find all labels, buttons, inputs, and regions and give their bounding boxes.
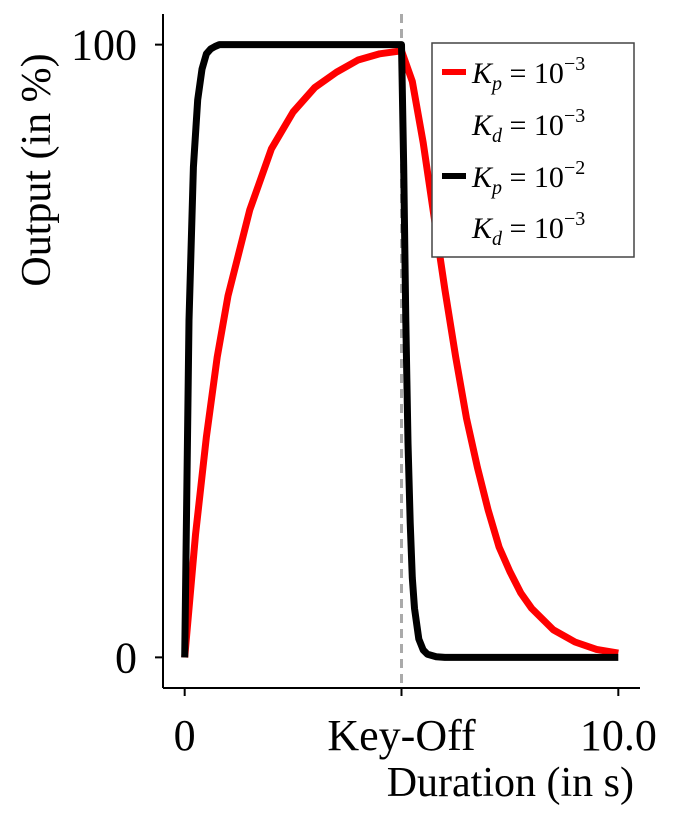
legend-frame	[431, 42, 635, 258]
x-tick-label: Key-Off	[327, 711, 476, 760]
legend-label: Kp = 10−3	[471, 53, 585, 95]
legend-label: Kp = 10−2	[471, 157, 585, 199]
plot-lines	[181, 14, 619, 688]
x-axis-label: Duration (in s)	[387, 760, 634, 806]
legend: Kp = 10−3 Kd = 10−3 Kp = 10−2 Kd = 10−3	[431, 42, 635, 258]
series-line-2	[181, 41, 619, 661]
y-tick-label: 100	[71, 21, 137, 70]
x-tick-label: 10.0	[580, 711, 657, 760]
x-tick-label: 0	[174, 711, 196, 760]
legend-label: Kd = 10−3	[471, 208, 585, 250]
legend-label: Kd = 10−3	[471, 105, 585, 147]
y-axis-label: Output (in %)	[14, 53, 60, 286]
series-line-1	[181, 47, 619, 658]
y-tick-label: 0	[115, 633, 137, 682]
ticks: 0 Key-Off 10.0 0 100	[71, 21, 657, 760]
